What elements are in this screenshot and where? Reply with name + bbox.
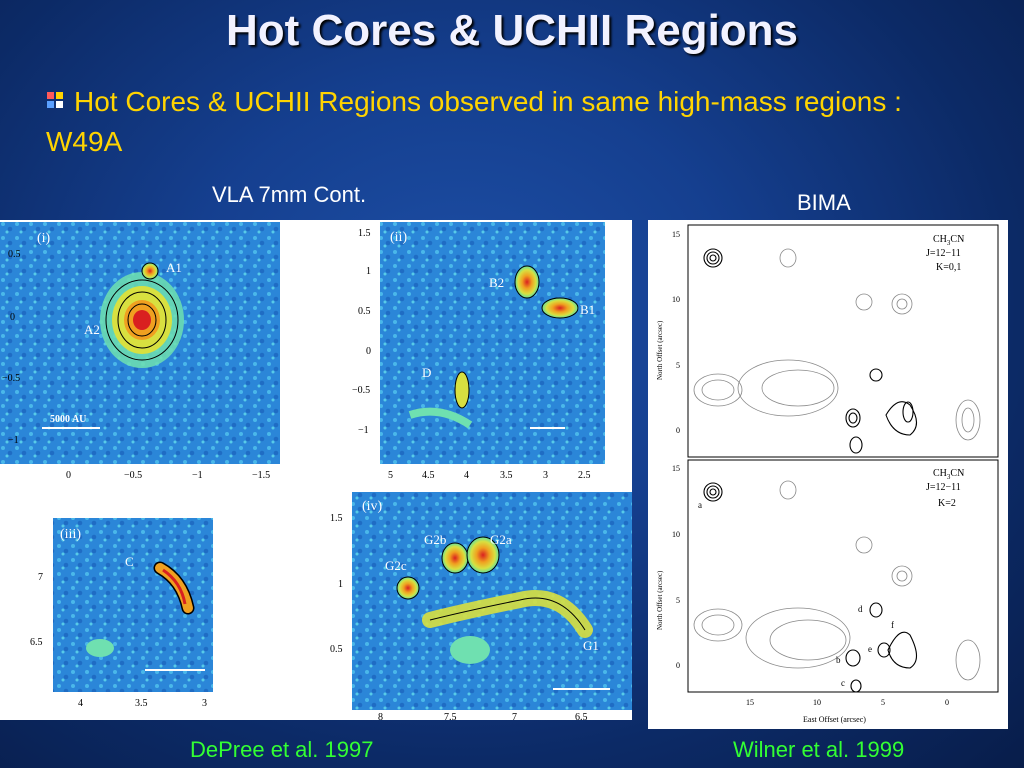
bima-bottom-xtick: 10 bbox=[813, 698, 821, 707]
bima-label: BIMA bbox=[797, 190, 851, 215]
panel-iv-xtick: 7 bbox=[512, 712, 517, 720]
panel-iii: (iii) C 7 6.5 4 3.5 3 bbox=[30, 518, 213, 709]
panel-iv-xtick: 6.5 bbox=[575, 712, 588, 720]
source-label-g2b: G2b bbox=[424, 532, 446, 547]
bima-top-molecule: CH3CN bbox=[933, 234, 964, 247]
vla-maps-svg: (i) A1 A2 5000 AU 0.5 0 −0.5 −1 0 −0.5 −… bbox=[0, 222, 632, 723]
bima-top-plot: CH3CN J=12−11 K=0,1 North Offset (arcsec… bbox=[656, 224, 999, 458]
panel-ii-xtick: 3 bbox=[543, 470, 548, 481]
bima-source-f: f bbox=[891, 620, 894, 630]
panel-ii-xtick: 3.5 bbox=[500, 470, 513, 481]
windows-flag-bullet-icon bbox=[47, 92, 63, 108]
panel-ii-xtick: 2.5 bbox=[578, 470, 591, 481]
panel-ii-xtick: 4.5 bbox=[422, 470, 435, 481]
panel-ii-xtick: 5 bbox=[388, 470, 393, 481]
bima-bottom-xtick: 15 bbox=[746, 698, 754, 707]
right-citation: Wilner et al. 1999 bbox=[733, 737, 905, 762]
panel-ii-ytick: 1 bbox=[366, 266, 371, 277]
source-label-b2: B2 bbox=[489, 275, 504, 290]
panel-i-ytick: −0.5 bbox=[2, 373, 20, 384]
bullet-text-block: Hot Cores & UCHII Regions observed in sa… bbox=[46, 82, 906, 162]
panel-iii-xtick: 3 bbox=[202, 698, 207, 709]
panel-iii-xtick: 3.5 bbox=[135, 698, 148, 709]
source-label-g1: G1 bbox=[583, 638, 599, 653]
bima-bottom-molecule: CH3CN bbox=[933, 468, 964, 481]
bima-bottom-ytick: 15 bbox=[672, 464, 680, 473]
vla-figure: (i) A1 A2 5000 AU 0.5 0 −0.5 −1 0 −0.5 −… bbox=[0, 220, 632, 723]
bima-bottom-xtick: 5 bbox=[881, 698, 885, 707]
panel-iv-ytick: 1 bbox=[338, 579, 343, 590]
bima-bottom-transition: J=12−11 bbox=[926, 482, 961, 493]
panel-i-ytick: 0 bbox=[10, 312, 15, 323]
source-label-a1: A1 bbox=[166, 260, 182, 275]
panel-i-xtick: −1.5 bbox=[252, 470, 270, 481]
bima-top-ytick: 5 bbox=[676, 361, 680, 370]
bima-top-ytick: 0 bbox=[676, 426, 680, 435]
bima-bottom-ytick: 10 bbox=[672, 530, 680, 539]
bima-top-ytick: 10 bbox=[672, 295, 680, 304]
panel-iii-xtick: 4 bbox=[78, 698, 83, 709]
bima-bottom-ytick: 5 bbox=[676, 596, 680, 605]
panel-ii: (ii) B2 B1 D 1.5 1 0.5 0 −0.5 −1 5 4.5 4… bbox=[352, 222, 605, 481]
panel-iv-xtick: 7.5 bbox=[444, 712, 457, 720]
left-citation: DePree et al. 1997 bbox=[190, 737, 374, 762]
bima-bottom-xtick: 0 bbox=[945, 698, 949, 707]
source-label-g2c: G2c bbox=[385, 558, 407, 573]
bima-source-a: a bbox=[698, 500, 702, 510]
panel-ii-ytick: −0.5 bbox=[352, 385, 370, 396]
bima-bottom-xlabel: East Offset (arcsec) bbox=[803, 715, 866, 724]
panel-i-ytick: −1 bbox=[8, 435, 19, 446]
bima-figure: CH3CN J=12−11 K=0,1 North Offset (arcsec… bbox=[648, 220, 1008, 729]
panel-i-xtick: 0 bbox=[66, 470, 71, 481]
panel-ii-ytick: 0.5 bbox=[358, 306, 371, 317]
bima-source-e: e bbox=[868, 644, 872, 654]
panel-i-tag: (i) bbox=[37, 231, 51, 246]
bullet-text: Hot Cores & UCHII Regions observed in sa… bbox=[46, 86, 902, 157]
source-label-a2: A2 bbox=[84, 322, 100, 337]
bima-top-k: K=0,1 bbox=[936, 262, 961, 273]
panel-ii-map bbox=[380, 222, 605, 464]
scale-bar-label: 5000 AU bbox=[50, 414, 86, 425]
source-label-g2a: G2a bbox=[490, 532, 512, 547]
panel-i: (i) A1 A2 5000 AU 0.5 0 −0.5 −1 0 −0.5 −… bbox=[0, 222, 280, 481]
bima-plots-svg: CH3CN J=12−11 K=0,1 North Offset (arcsec… bbox=[656, 224, 999, 724]
vla-label: VLA 7mm Cont. bbox=[212, 182, 367, 207]
bima-top-ylabel: North Offset (arcsec) bbox=[656, 320, 664, 380]
panel-iv: (iv) G2b G2a G2c G1 1.5 1 0.5 8 7.5 7 6.… bbox=[330, 492, 632, 723]
panel-iv-xtick: 8 bbox=[378, 712, 383, 720]
panel-iv-ytick: 1.5 bbox=[330, 513, 343, 524]
panel-iv-tag: (iv) bbox=[362, 499, 383, 514]
bima-bottom-plot: CH3CN J=12−11 K=2 a b c d e f North Offs… bbox=[656, 459, 999, 724]
source-label-c: C bbox=[125, 554, 134, 569]
slide-title: Hot Cores & UCHII Regions bbox=[225, 6, 799, 55]
panel-ii-tag: (ii) bbox=[390, 230, 407, 245]
bima-source-d: d bbox=[858, 604, 863, 614]
panel-i-xtick: −1 bbox=[192, 470, 203, 481]
panel-ii-ytick: 0 bbox=[366, 346, 371, 357]
bima-source-c: c bbox=[841, 678, 845, 688]
panel-iv-ytick: 0.5 bbox=[330, 644, 343, 655]
panel-iii-tag: (iii) bbox=[60, 527, 81, 542]
panel-i-xtick: −0.5 bbox=[124, 470, 142, 481]
panel-i-ytick: 0.5 bbox=[8, 249, 21, 260]
bima-bottom-ylabel: North Offset (arcsec) bbox=[656, 570, 664, 630]
panel-iii-ytick: 7 bbox=[38, 572, 43, 583]
bima-bottom-ytick: 0 bbox=[676, 661, 680, 670]
panel-ii-ytick: −1 bbox=[358, 425, 369, 436]
source-label-d: D bbox=[422, 365, 431, 380]
bima-top-transition: J=12−11 bbox=[926, 248, 961, 259]
source-label-b1: B1 bbox=[580, 302, 595, 317]
bima-source-b: b bbox=[836, 655, 841, 665]
panel-ii-ytick: 1.5 bbox=[358, 228, 371, 239]
bima-top-ytick: 15 bbox=[672, 230, 680, 239]
bima-bottom-k: K=2 bbox=[938, 498, 956, 509]
panel-iii-ytick: 6.5 bbox=[30, 637, 43, 648]
panel-ii-xtick: 4 bbox=[464, 470, 469, 481]
